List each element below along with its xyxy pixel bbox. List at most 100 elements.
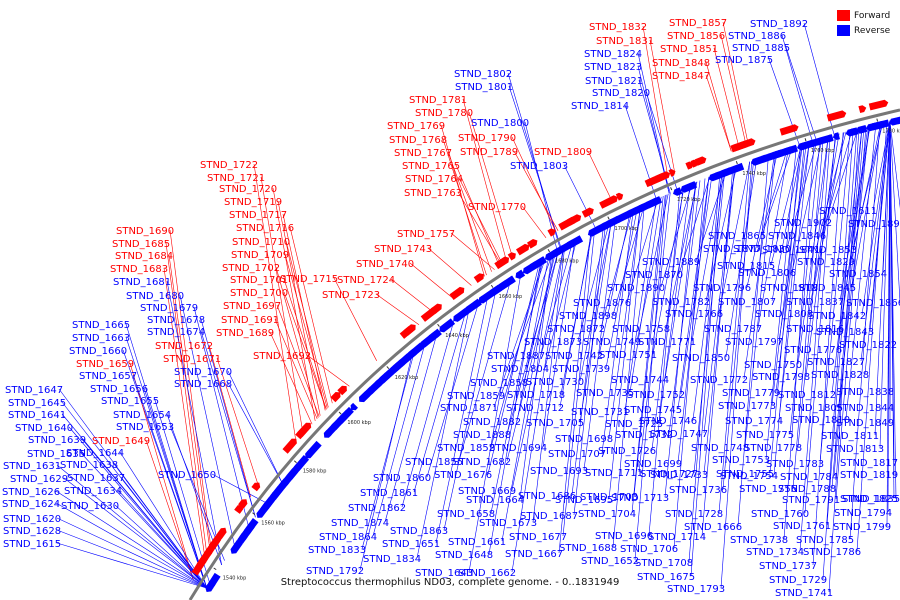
- leader-line: [216, 357, 259, 487]
- leader-line: [68, 426, 208, 589]
- reverse-gene-arrow: [673, 187, 683, 196]
- reverse-gene-arrow: [515, 269, 526, 279]
- leader-line: [703, 167, 736, 475]
- gene-label: STND_1687: [520, 511, 578, 522]
- reverse-gene-arrow: [732, 162, 745, 173]
- gene-label: STND_1734: [746, 547, 804, 558]
- leader-line: [458, 177, 503, 265]
- gene-label: STND_1775: [736, 430, 794, 441]
- leader-line: [208, 344, 251, 498]
- leader-line: [703, 167, 736, 434]
- gene-label: STND_1720: [219, 184, 277, 195]
- leader-line: [722, 160, 754, 490]
- gene-label: STND_1657: [79, 371, 137, 382]
- gene-label: STND_1743: [374, 244, 432, 255]
- reverse-gene-arrow: [566, 235, 584, 249]
- gene-label: STND_1845: [798, 283, 856, 294]
- gene-label: STND_1833: [308, 545, 366, 556]
- leader-line: [821, 130, 853, 236]
- gene-label: STND_1638: [60, 460, 118, 471]
- gene-label: STND_1863: [390, 526, 448, 537]
- gene-label: STND_1761: [773, 521, 831, 532]
- gene-label: STND_1711: [585, 468, 643, 479]
- leader-line: [783, 140, 815, 540]
- leader-line: [193, 306, 249, 527]
- leader-line: [612, 204, 645, 316]
- gene-label: STND_1649: [92, 436, 150, 447]
- gene-label: STND_1875: [715, 55, 773, 66]
- leader-line: [427, 247, 472, 286]
- gene-label: STND_1797: [725, 337, 783, 348]
- gene-label: STND_1746: [639, 416, 697, 427]
- gene-label: STND_1846: [768, 231, 826, 242]
- scale-tick-label: 1560 kbp: [261, 520, 285, 526]
- gene-label: STND_1661: [448, 537, 506, 548]
- gene-label: STND_1766: [665, 309, 723, 320]
- leader-line: [835, 126, 867, 500]
- leader-line: [154, 399, 210, 584]
- leader-line: [540, 240, 574, 356]
- gene-label: STND_1841: [762, 245, 820, 256]
- gene-label: STND_1792: [306, 566, 364, 577]
- forward-gene-arrow: [302, 422, 312, 432]
- gene-label: STND_1730: [526, 377, 584, 388]
- leader-line: [713, 47, 740, 149]
- gene-label: STND_1725: [605, 419, 663, 430]
- gene-label: STND_1837: [786, 297, 844, 308]
- gene-label: STND_1683: [110, 264, 168, 275]
- gene-label: STND_1653: [116, 422, 174, 433]
- gene-label: STND_1805: [785, 403, 843, 414]
- forward-gene-arrow: [330, 392, 341, 403]
- gene-label: STND_1719: [224, 197, 282, 208]
- scale-tick-label: 1620 kbp: [395, 375, 419, 381]
- gene-label: STND_1631: [3, 461, 61, 472]
- gene-label: STND_1758: [612, 324, 670, 335]
- leader-line: [658, 184, 691, 424]
- gene-label: STND_1685: [112, 239, 170, 250]
- leader-line: [705, 74, 732, 152]
- gene-arrows: [191, 99, 900, 592]
- gene-label: STND_1771: [638, 337, 696, 348]
- leader-line: [168, 254, 211, 554]
- scale-tick: [607, 216, 610, 220]
- leader-line: [598, 211, 631, 356]
- leader-line: [677, 176, 710, 410]
- gene-label: STND_1718: [507, 390, 565, 401]
- gene-label: STND_1679: [140, 303, 198, 314]
- leader-line: [450, 232, 495, 270]
- forward-gene-arrow: [507, 252, 516, 261]
- leader-line: [384, 330, 439, 523]
- gene-label: STND_1715: [280, 274, 338, 285]
- forward-gene-arrow: [337, 385, 347, 396]
- leader-line: [571, 224, 604, 496]
- leader-line: [253, 163, 297, 443]
- gene-label: STND_1706: [620, 544, 678, 555]
- leader-line: [889, 120, 897, 499]
- leader-line: [227, 382, 283, 484]
- gene-label: STND_1673: [479, 518, 537, 529]
- gene-label: STND_1667: [505, 549, 563, 560]
- gene-label: STND_1776: [784, 345, 842, 356]
- gene-label: STND_1773: [718, 401, 776, 412]
- leader-line: [579, 220, 612, 423]
- gene-label: STND_1681: [113, 277, 171, 288]
- leader-line: [664, 182, 697, 380]
- leader-line: [828, 128, 860, 593]
- leader-line: [761, 147, 793, 236]
- reverse-gene-arrow: [689, 181, 698, 189]
- gene-label: STND_1849: [836, 418, 894, 429]
- gene-label: STND_1665: [72, 320, 130, 331]
- leader-line: [789, 138, 821, 435]
- scale-tick: [547, 249, 551, 253]
- gene-label: STND_1890: [607, 283, 665, 294]
- leader-line: [143, 387, 208, 589]
- gene-label: STND_1798: [752, 372, 810, 383]
- gene-label: STND_1772: [690, 375, 748, 386]
- leader-line: [269, 331, 313, 425]
- scale-tick-label: 1660 kbp: [499, 294, 523, 300]
- gene-label: STND_1815: [717, 261, 775, 272]
- gene-label: STND_1745: [624, 405, 682, 416]
- legend-reverse-label: Reverse: [854, 25, 891, 36]
- leader-line: [573, 223, 606, 516]
